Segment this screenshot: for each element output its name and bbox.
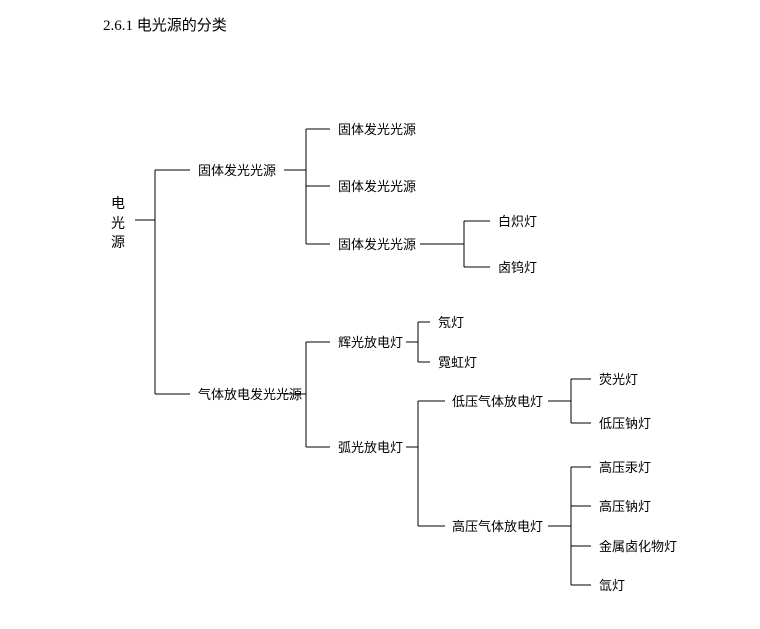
node-l2_gas: 气体放电发光光源: [198, 388, 302, 401]
node-l4_neonlight: 霓虹灯: [438, 356, 477, 369]
node-l5_metal_halide: 金属卤化物灯: [599, 540, 677, 553]
node-l3_s2: 固体发光光源: [338, 180, 416, 193]
node-l5_lp_sodium: 低压钠灯: [599, 417, 651, 430]
page: 2.6.1 电光源的分类 电光源固体发光光源气体放电发光光源固体发光光源固体发光…: [0, 0, 760, 629]
node-l5_fluorescent: 荧光灯: [599, 373, 638, 386]
node-l4_incandescent: 白炽灯: [498, 215, 537, 228]
node-l4_hp: 高压气体放电灯: [452, 520, 543, 533]
node-root: 电光源: [110, 195, 126, 254]
node-l5_hp_mercury: 高压汞灯: [599, 461, 651, 474]
node-l3_arc: 弧光放电灯: [338, 441, 403, 454]
node-l4_neon: 氖灯: [438, 316, 464, 329]
node-l4_halogen: 卤钨灯: [498, 261, 537, 274]
node-l5_hp_sodium: 高压钠灯: [599, 500, 651, 513]
node-l3_s3: 固体发光光源: [338, 238, 416, 251]
node-l5_xenon: 氙灯: [599, 579, 625, 592]
tree-brackets: [0, 0, 760, 629]
node-l3_glow: 辉光放电灯: [338, 336, 403, 349]
node-l4_lp: 低压气体放电灯: [452, 395, 543, 408]
node-l3_s1: 固体发光光源: [338, 123, 416, 136]
node-l2_solid: 固体发光光源: [198, 164, 276, 177]
